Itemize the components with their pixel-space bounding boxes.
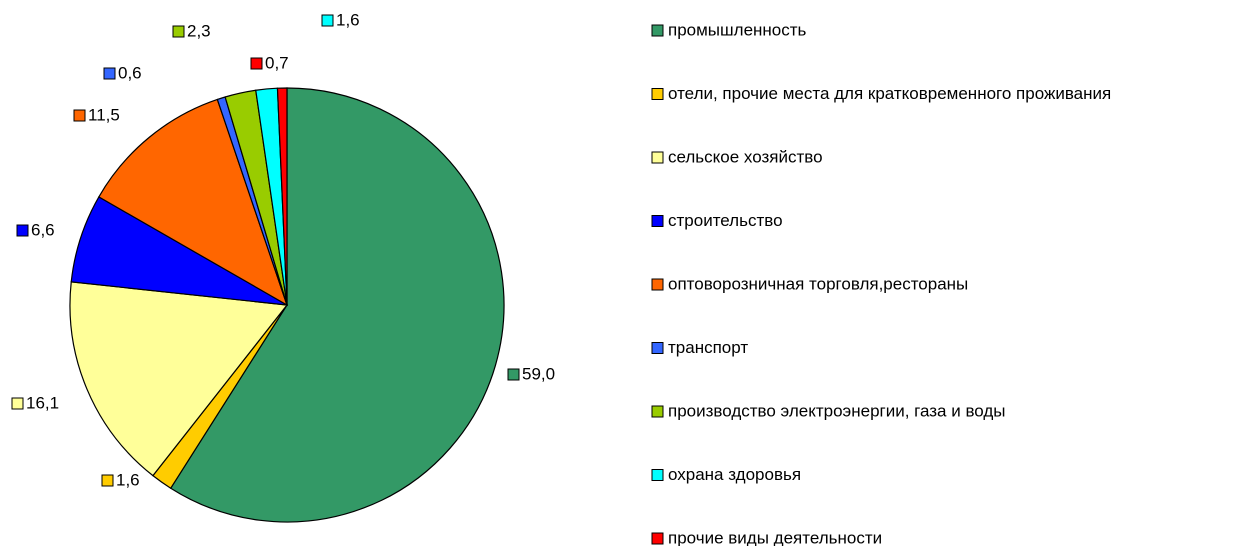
legend-swatch [651, 469, 664, 481]
data-label: 2,3 [187, 21, 211, 40]
label-swatch [16, 224, 29, 237]
legend-label: прочие виды деятельности [668, 528, 882, 546]
label-swatch [101, 474, 114, 487]
data-label: 6,6 [31, 220, 55, 239]
pie-slice [169, 87, 505, 523]
label-swatch [507, 368, 520, 381]
legend-label: отели, прочие места для кратковременного… [668, 84, 1111, 103]
label-swatch [172, 25, 185, 38]
legend-swatch [651, 215, 664, 227]
legend-swatch [651, 151, 664, 164]
legend-label: оптоворозничная торговля,рестораны [668, 274, 968, 293]
data-label: 0,7 [265, 53, 289, 72]
pie-slice [98, 98, 289, 307]
data-label: 59,0 [522, 364, 555, 383]
legend-label: транспорт [668, 338, 748, 357]
label-swatch [11, 397, 24, 410]
legend-swatch [651, 405, 664, 418]
label-swatch [321, 14, 334, 27]
legend-swatch [651, 532, 664, 545]
data-label: 16,1 [26, 393, 59, 412]
legend-swatch [651, 278, 664, 291]
legend-label: строительство [668, 211, 783, 230]
legend-label: производство электроэнергии, газа и воды [668, 401, 1006, 420]
pie-slice [276, 87, 288, 306]
legend-swatch [651, 88, 664, 100]
label-swatch [250, 57, 263, 70]
data-label: 0,6 [118, 63, 142, 82]
pie-slice [69, 281, 289, 477]
legend-label: охрана здоровья [668, 465, 801, 484]
legend-label: сельское хозяйство [668, 147, 823, 166]
data-label: 1,6 [336, 10, 360, 29]
data-label: 1,6 [116, 470, 140, 489]
label-swatch [103, 67, 116, 80]
legend-swatch [651, 342, 664, 354]
legend-swatch [651, 24, 664, 37]
legend-label: промышленность [668, 20, 807, 39]
data-label: 11,5 [88, 105, 120, 124]
label-swatch [73, 109, 86, 122]
